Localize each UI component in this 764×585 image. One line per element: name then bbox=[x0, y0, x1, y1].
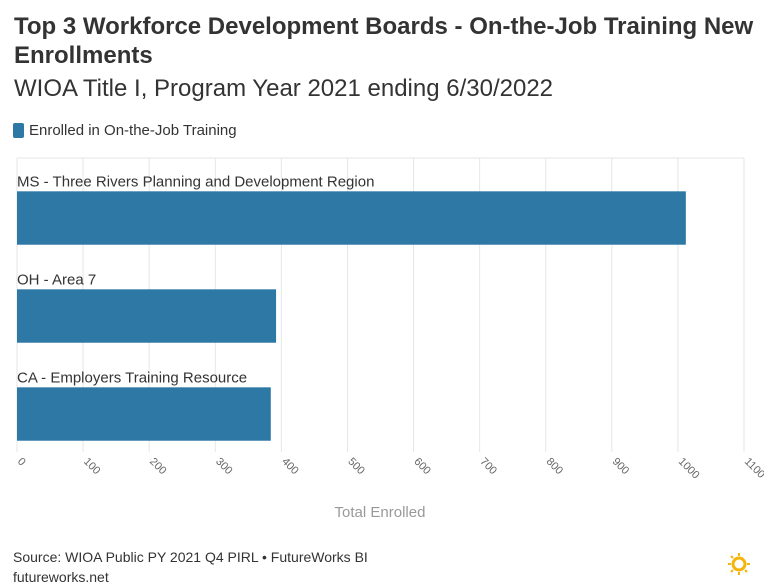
category-labels: MS - Three Rivers Planning and Developme… bbox=[17, 173, 374, 386]
source-note: Source: WIOA Public PY 2021 Q4 PIRL • Fu… bbox=[13, 549, 368, 565]
x-tick-label-100: 100 bbox=[81, 456, 102, 477]
legend-swatch bbox=[13, 123, 24, 138]
bars bbox=[17, 191, 686, 441]
sun-logo-icon bbox=[728, 553, 750, 575]
x-tick-label-800: 800 bbox=[544, 456, 565, 477]
x-axis-ticks: 0 100 200 300 400 500 600 700 800 900 1000 1100 bbox=[15, 456, 764, 482]
legend[interactable]: Enrolled in On-the-Job Training bbox=[13, 122, 237, 139]
x-tick-label-0: 0 bbox=[15, 456, 28, 469]
source-url[interactable]: futureworks.net bbox=[13, 569, 109, 585]
x-tick-label-700: 700 bbox=[478, 456, 499, 477]
x-tick-label-200: 200 bbox=[147, 456, 168, 477]
x-tick-label-300: 300 bbox=[213, 456, 234, 477]
bar-chart: MS - Three Rivers Planning and Developme… bbox=[15, 157, 764, 521]
chart-subtitle: WIOA Title I, Program Year 2021 ending 6… bbox=[14, 75, 554, 102]
bar-0[interactable] bbox=[17, 191, 686, 245]
legend-label: Enrolled in On-the-Job Training bbox=[29, 122, 237, 139]
category-label-0: MS - Three Rivers Planning and Developme… bbox=[17, 173, 374, 190]
x-tick-label-400: 400 bbox=[279, 456, 300, 477]
x-tick-label-1100: 1100 bbox=[742, 456, 764, 481]
chart-title: Top 3 Workforce Development Boards - On-… bbox=[14, 13, 754, 69]
x-axis-label: Total Enrolled bbox=[335, 504, 426, 521]
bar-2[interactable] bbox=[17, 387, 271, 441]
bar-1[interactable] bbox=[17, 289, 277, 343]
x-tick-label-600: 600 bbox=[411, 456, 432, 477]
category-label-2: CA - Employers Training Resource bbox=[17, 369, 247, 386]
category-label-1: OH - Area 7 bbox=[17, 271, 96, 288]
x-tick-label-1000: 1000 bbox=[676, 456, 702, 482]
x-tick-label-900: 900 bbox=[610, 456, 631, 477]
x-tick-label-500: 500 bbox=[345, 456, 366, 477]
